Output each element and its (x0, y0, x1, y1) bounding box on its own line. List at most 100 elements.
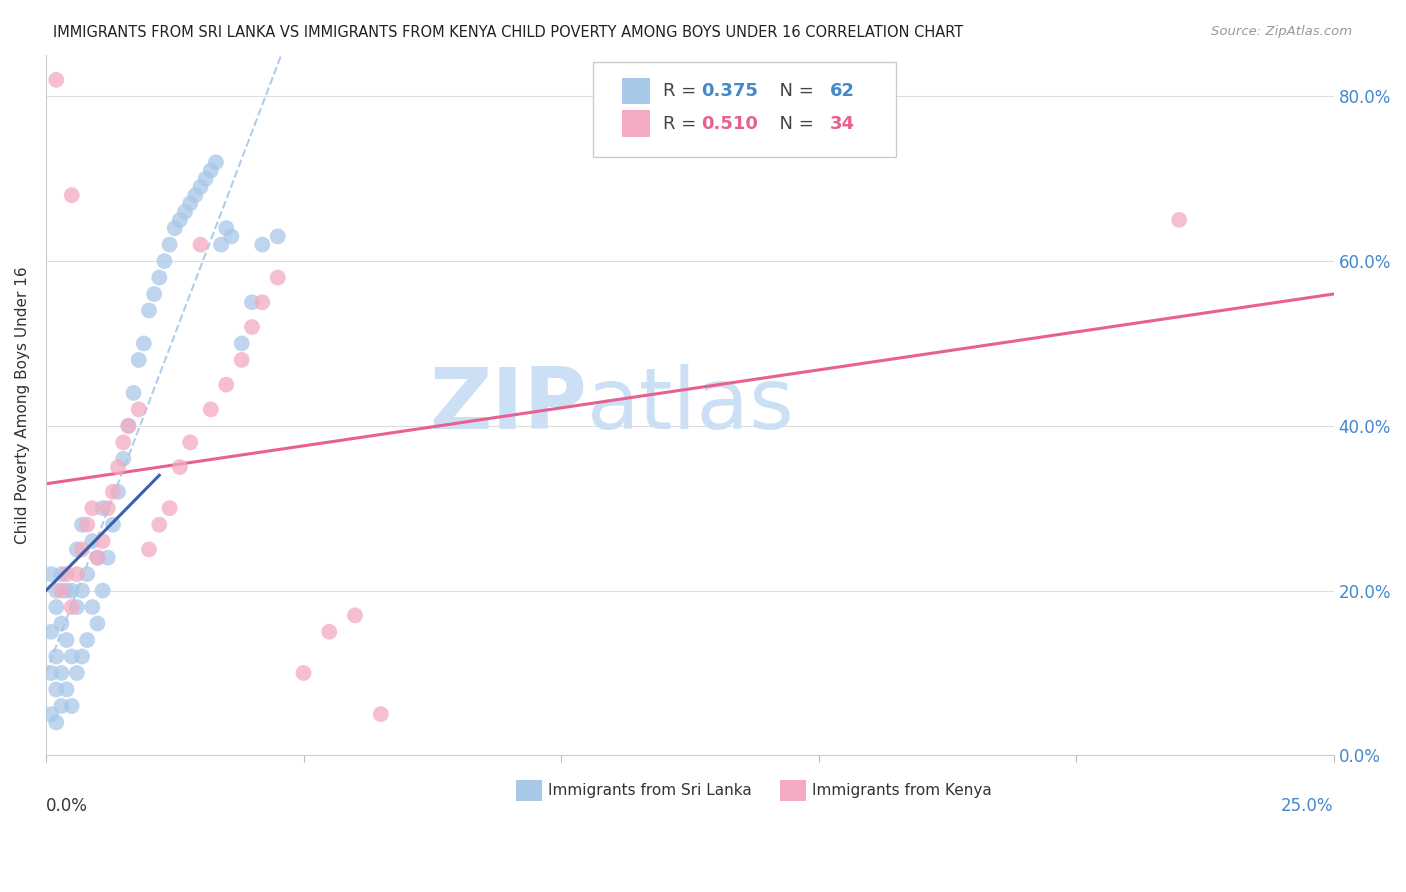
Point (209, 237, 232, 252)
Point (91, 583, 114, 598)
Point (39, 567, 62, 582)
Point (101, 517, 124, 532)
Point (148, 270, 170, 285)
Point (66, 567, 89, 582)
Point (70, 583, 93, 598)
Text: 0.510: 0.510 (702, 115, 758, 133)
Point (370, 707, 392, 722)
Point (132, 336, 155, 351)
Point (97, 501, 120, 516)
FancyBboxPatch shape (621, 111, 650, 137)
Point (138, 542, 160, 557)
Point (86, 616, 108, 631)
FancyBboxPatch shape (780, 780, 806, 801)
Text: R =: R = (662, 82, 702, 100)
Point (91, 501, 114, 516)
Point (231, 353, 253, 368)
Point (55, 633, 77, 648)
Point (159, 237, 181, 252)
Point (215, 377, 238, 392)
Text: 34: 34 (830, 115, 855, 133)
Text: 0.375: 0.375 (702, 82, 758, 100)
Point (66, 665, 89, 680)
Point (252, 295, 274, 310)
Point (86, 550, 108, 565)
FancyBboxPatch shape (516, 780, 541, 801)
Point (101, 484, 124, 499)
Point (143, 287, 166, 301)
Point (179, 196, 201, 211)
Point (60, 600, 83, 615)
FancyBboxPatch shape (621, 78, 650, 104)
Point (169, 460, 191, 475)
Point (70, 542, 93, 557)
Point (252, 237, 274, 252)
Point (159, 501, 181, 516)
Point (45, 715, 67, 730)
Point (76, 517, 98, 532)
Point (179, 435, 201, 450)
Point (51, 583, 73, 598)
Point (45, 682, 67, 697)
Text: Immigrants from Kenya: Immigrants from Kenya (813, 783, 991, 797)
Point (267, 270, 290, 285)
Point (190, 237, 212, 252)
Point (60, 583, 83, 598)
Point (39, 624, 62, 639)
Point (240, 295, 263, 310)
Point (82, 534, 104, 549)
Point (91, 534, 114, 549)
Point (112, 451, 135, 466)
Y-axis label: Child Poverty Among Boys Under 16: Child Poverty Among Boys Under 16 (15, 267, 30, 544)
Point (82, 501, 104, 516)
Point (97, 550, 120, 565)
Point (45, 649, 67, 664)
Text: R =: R = (662, 115, 702, 133)
Text: 62: 62 (830, 82, 855, 100)
Point (39, 665, 62, 680)
Point (194, 171, 217, 186)
Point (76, 567, 98, 582)
Point (343, 608, 366, 623)
Point (60, 649, 83, 664)
Point (55, 583, 77, 598)
FancyBboxPatch shape (593, 62, 896, 157)
Point (205, 155, 228, 169)
Point (107, 460, 129, 475)
Point (318, 624, 340, 639)
Text: ZIP: ZIP (429, 364, 586, 447)
Point (200, 402, 222, 417)
Point (39, 707, 62, 722)
Point (107, 484, 129, 499)
Point (51, 698, 73, 713)
Point (86, 550, 108, 565)
Point (163, 221, 186, 235)
Point (267, 229, 290, 244)
Point (76, 633, 98, 648)
Text: 0.0%: 0.0% (46, 797, 87, 815)
Point (70, 517, 93, 532)
Point (184, 188, 207, 202)
Text: N =: N = (768, 82, 820, 100)
Point (51, 665, 73, 680)
Text: atlas: atlas (586, 364, 794, 447)
Point (70, 649, 93, 664)
Point (112, 435, 135, 450)
Point (221, 229, 243, 244)
Point (117, 418, 139, 433)
Text: Immigrants from Sri Lanka: Immigrants from Sri Lanka (548, 783, 752, 797)
Point (200, 163, 222, 178)
Point (51, 616, 73, 631)
Point (117, 418, 139, 433)
Point (122, 385, 145, 400)
Point (1168, 213, 1191, 227)
Point (292, 665, 315, 680)
Text: N =: N = (768, 115, 820, 133)
Text: 25.0%: 25.0% (1281, 797, 1334, 815)
Point (240, 320, 263, 334)
Point (66, 542, 89, 557)
Text: IMMIGRANTS FROM SRI LANKA VS IMMIGRANTS FROM KENYA CHILD POVERTY AMONG BOYS UNDE: IMMIGRANTS FROM SRI LANKA VS IMMIGRANTS … (53, 25, 963, 40)
Point (190, 180, 212, 194)
Point (153, 254, 176, 268)
Point (215, 221, 238, 235)
